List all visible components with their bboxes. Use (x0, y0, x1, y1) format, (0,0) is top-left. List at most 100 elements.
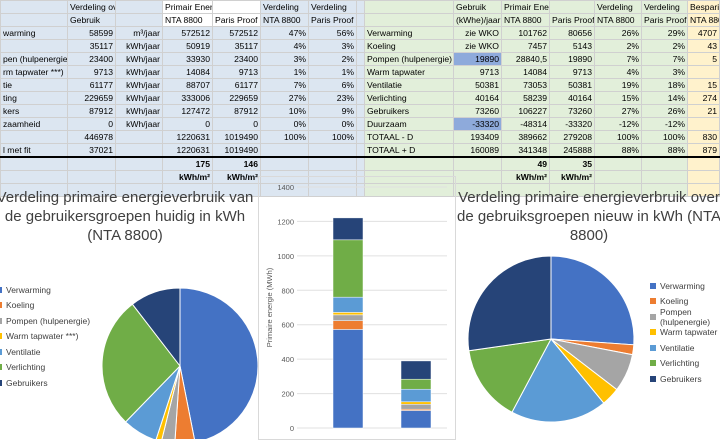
right-cell[interactable] (594, 156, 642, 171)
right-cell[interactable]: 5 (687, 52, 720, 66)
right-cell[interactable]: Besparin (687, 0, 720, 14)
right-cell[interactable]: Verdeling (641, 0, 688, 14)
right-cell[interactable]: 27% (594, 104, 642, 118)
right-cell[interactable]: 19% (594, 78, 642, 92)
left-cell[interactable]: 229659 (212, 91, 261, 105)
left-cell[interactable]: rm tapwater ***) (0, 65, 68, 79)
left-cell[interactable]: 27% (260, 91, 309, 105)
right-cell[interactable] (687, 170, 720, 184)
left-cell[interactable]: NTA 8800 (260, 13, 309, 27)
right-cell[interactable]: zie WKO (453, 26, 502, 40)
pie-slice[interactable] (179, 287, 258, 439)
pie-slice[interactable] (550, 255, 635, 346)
right-cell[interactable]: Paris Proof (549, 13, 595, 27)
left-cell[interactable]: 1% (260, 65, 309, 79)
bar-segment[interactable] (332, 329, 364, 429)
left-cell[interactable]: kWh/jaar (115, 39, 163, 53)
left-cell[interactable]: 1220631 (162, 143, 213, 158)
left-cell[interactable] (308, 170, 357, 184)
right-cell[interactable]: Duurzaam (364, 117, 454, 131)
left-cell[interactable]: 87912 (67, 104, 116, 118)
left-cell[interactable]: 9713 (67, 65, 116, 79)
right-cell[interactable]: Warm tapwater (364, 65, 454, 79)
left-cell[interactable] (115, 13, 163, 27)
legend-item[interactable]: Koeling (0, 298, 90, 314)
left-cell[interactable]: 0% (308, 117, 357, 131)
left-cell[interactable] (260, 183, 309, 197)
left-cell[interactable] (0, 39, 68, 53)
pie-slice[interactable] (101, 303, 181, 423)
right-cell[interactable]: Pompen (hulpenergie) (364, 52, 454, 66)
left-cell[interactable] (260, 143, 309, 158)
legend-item[interactable]: Verwarming (0, 282, 90, 298)
right-cell[interactable]: 879 (687, 143, 720, 158)
left-cell[interactable]: 100% (308, 130, 357, 144)
legend-item[interactable]: Verlichting (650, 356, 720, 372)
right-cell[interactable]: -33320 (453, 117, 502, 131)
right-cell[interactable] (453, 170, 502, 184)
left-cell[interactable] (212, 0, 261, 14)
right-cell[interactable]: Verdeling (594, 0, 642, 14)
left-cell[interactable]: NTA 8800 (162, 13, 213, 27)
right-cell[interactable]: 49 (501, 156, 550, 171)
bar-segment[interactable] (400, 388, 432, 403)
right-cell[interactable]: 14% (641, 91, 688, 105)
right-cell[interactable]: 389662 (501, 130, 550, 144)
right-cell[interactable]: Gebruikers (364, 104, 454, 118)
left-cell[interactable] (0, 130, 68, 144)
right-cell[interactable]: 100% (594, 130, 642, 144)
right-cell[interactable]: 50381 (453, 78, 502, 92)
left-cell[interactable]: l met fit (0, 143, 68, 158)
right-cell[interactable]: 88% (641, 143, 688, 158)
bar-segment[interactable] (332, 314, 364, 321)
left-cell[interactable]: 35117 (67, 39, 116, 53)
left-cell[interactable] (308, 143, 357, 158)
left-cell[interactable]: 1% (308, 65, 357, 79)
left-cell[interactable]: 35117 (212, 39, 261, 53)
left-cell[interactable]: Primair Energiegebruik (162, 0, 213, 14)
left-cell[interactable]: kWh/jaar (115, 78, 163, 92)
left-cell[interactable]: Verdeling (308, 0, 357, 14)
right-cell[interactable]: 245888 (549, 143, 595, 158)
right-cell[interactable]: -12% (594, 117, 642, 131)
right-cell[interactable]: 26% (594, 26, 642, 40)
pie-slice[interactable] (467, 255, 552, 352)
right-cell[interactable]: 106227 (501, 104, 550, 118)
legend-item[interactable]: Gebruikers (0, 375, 90, 391)
right-cell[interactable]: 58239 (501, 91, 550, 105)
right-cell[interactable]: TOTAAL + D (364, 143, 454, 158)
left-cell[interactable]: 9713 (212, 65, 261, 79)
left-cell[interactable]: 56% (308, 26, 357, 40)
legend-item[interactable]: Ventilatie (0, 344, 90, 360)
left-cell[interactable] (0, 183, 68, 197)
bar-segment[interactable] (400, 360, 432, 380)
right-cell[interactable]: Koeling (364, 39, 454, 53)
left-cell[interactable]: 229659 (67, 91, 116, 105)
legend-item[interactable]: Ventilatie (650, 340, 720, 356)
right-cell[interactable]: 50381 (549, 78, 595, 92)
left-cell[interactable] (115, 130, 163, 144)
left-cell[interactable]: 88707 (162, 78, 213, 92)
legend-item[interactable]: Verwarming (650, 278, 720, 294)
bar-chart[interactable]: 0 200 400 600 800 1000 1200 1400 Primaire energi… (258, 176, 456, 440)
left-cell[interactable] (212, 183, 261, 197)
left-cell[interactable] (308, 156, 357, 171)
left-cell[interactable]: 9% (308, 104, 357, 118)
pie-slice[interactable] (511, 338, 605, 423)
left-cell[interactable]: 0% (260, 117, 309, 131)
left-cell[interactable] (0, 170, 68, 184)
right-cell[interactable] (594, 170, 642, 184)
right-cell[interactable] (453, 156, 502, 171)
left-cell[interactable]: 3% (308, 39, 357, 53)
left-cell[interactable]: 127472 (162, 104, 213, 118)
right-cell[interactable]: 29% (641, 26, 688, 40)
left-cell[interactable] (67, 170, 116, 184)
right-cell[interactable]: 40164 (549, 91, 595, 105)
right-cell[interactable]: 160089 (453, 143, 502, 158)
legend-item[interactable]: Verlichting (0, 360, 90, 376)
bar-segment[interactable] (332, 320, 364, 330)
left-cell[interactable]: kWh/jaar (115, 104, 163, 118)
right-cell[interactable] (501, 183, 550, 197)
right-cell[interactable]: 100% (641, 130, 688, 144)
left-cell[interactable]: m³/jaar (115, 26, 163, 40)
